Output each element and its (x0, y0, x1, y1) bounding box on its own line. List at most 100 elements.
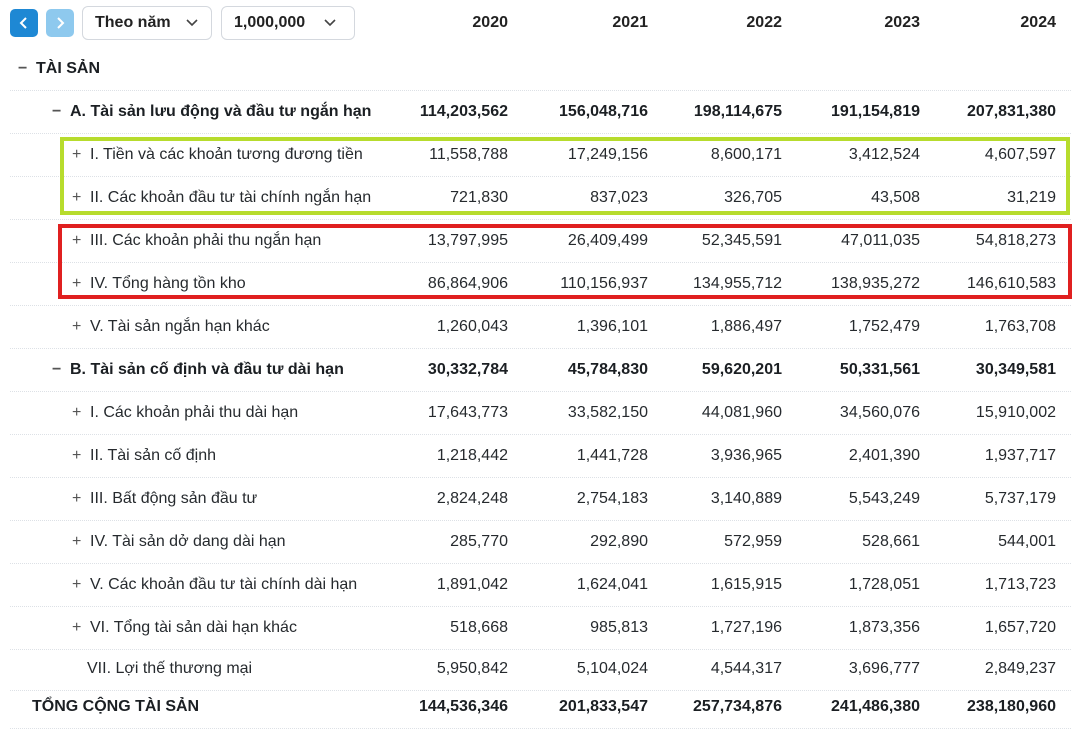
table-row[interactable]: + IV. Tổng hàng tồn kho 86,864,906 110,156,… (0, 263, 1083, 306)
total-value: 257,734,876 (693, 698, 782, 715)
row-value: 1,657,720 (984, 619, 1056, 636)
row-value: 59,620,201 (701, 361, 782, 378)
row-value: 34,560,076 (839, 404, 920, 421)
expand-icon[interactable]: + (72, 275, 82, 292)
row-value: 191,154,819 (831, 103, 920, 120)
table-row[interactable]: + IV. Tài sản dở dang dài hạn 285,770 292,8… (0, 521, 1083, 564)
table-row[interactable]: VII. Lợi thế thương mại 5,950,842 5,104,02… (0, 648, 1083, 691)
table-row[interactable]: + V. Tài sản ngắn hạn khác 1,260,043 1,396,… (0, 306, 1083, 349)
row-divider (10, 176, 1071, 177)
row-value: 5,737,179 (984, 490, 1056, 507)
year-header: 2021 (612, 14, 648, 31)
total-value: 144,536,346 (419, 698, 508, 715)
row-divider (10, 348, 1071, 349)
row-value: 518,668 (450, 619, 508, 636)
row-divider (10, 305, 1071, 306)
period-select[interactable]: Theo năm (82, 6, 212, 40)
row-value: 86,864,906 (427, 275, 508, 292)
row-value: 30,332,784 (427, 361, 508, 378)
row-divider (10, 563, 1071, 564)
expand-icon[interactable]: + (72, 146, 82, 163)
row-label: VII. Lợi thế thương mại (69, 660, 252, 678)
expand-icon[interactable]: + (72, 533, 82, 550)
row-value: 45,784,830 (567, 361, 648, 378)
row-value: 1,624,041 (576, 576, 648, 593)
row-value: 134,955,712 (693, 275, 782, 292)
table-row[interactable]: + I. Các khoản phải thu dài hạn 17,643,773… (0, 392, 1083, 435)
row-value: 3,936,965 (710, 447, 782, 464)
section-header-row[interactable]: − TÀI SẢN (0, 48, 1083, 91)
row-value: 1,396,101 (576, 318, 648, 335)
row-value: 2,401,390 (848, 447, 920, 464)
expand-icon[interactable]: + (72, 232, 82, 249)
total-row: TỔNG CỘNG TÀI SẢN 144,536,346 201,833,54… (0, 686, 1083, 729)
row-value: 31,219 (1007, 189, 1056, 206)
row-label-text: A. Tài sản lưu động và đầu tư ngắn hạn (70, 103, 372, 120)
table-row[interactable]: + I. Tiền và các khoản tương đương tiền 11… (0, 134, 1083, 177)
row-label: + I. Các khoản phải thu dài hạn (72, 404, 298, 422)
red-highlight-box (58, 224, 1072, 299)
table-row[interactable]: − A. Tài sản lưu động và đầu tư ngắn hạn 1… (0, 91, 1083, 134)
expand-icon[interactable]: + (72, 490, 82, 507)
expand-icon[interactable]: + (72, 447, 82, 464)
total-value: 201,833,547 (559, 698, 648, 715)
row-value: 1,873,356 (848, 619, 920, 636)
row-value: 837,023 (590, 189, 648, 206)
row-value: 52,345,591 (701, 232, 782, 249)
row-label-text: V. Tài sản ngắn hạn khác (90, 318, 270, 335)
row-value: 292,890 (590, 533, 648, 550)
chevron-right-icon[interactable] (46, 9, 74, 37)
row-value: 17,643,773 (427, 404, 508, 421)
collapse-icon[interactable]: − (52, 361, 62, 378)
row-value: 30,349,581 (975, 361, 1056, 378)
row-label: + II. Các khoản đầu tư tài chính ngắn hạn (72, 189, 371, 207)
unit-select[interactable]: 1,000,000 (221, 6, 355, 40)
table-row[interactable]: + V. Các khoản đầu tư tài chính dài hạn 1,… (0, 564, 1083, 607)
expand-icon[interactable]: + (72, 576, 82, 593)
row-label-text: V. Các khoản đầu tư tài chính dài hạn (90, 576, 358, 593)
row-divider (10, 728, 1071, 729)
table-row[interactable]: + III. Các khoản phải thu ngắn hạn 13,797,… (0, 220, 1083, 263)
row-divider (10, 520, 1071, 521)
row-value: 110,156,937 (560, 275, 648, 292)
row-value: 11,558,788 (429, 146, 508, 163)
table-row[interactable]: + III. Bất động sản đầu tư 2,824,248 2,754,… (0, 478, 1083, 521)
row-divider (10, 391, 1071, 392)
row-value: 54,818,273 (975, 232, 1056, 249)
row-label-text: IV. Tổng hàng tồn kho (90, 275, 246, 292)
row-label: + V. Tài sản ngắn hạn khác (72, 318, 270, 336)
table-row[interactable]: − B. Tài sản cố định và đầu tư dài hạn 30,… (0, 349, 1083, 392)
chevron-left-icon[interactable] (10, 9, 38, 37)
collapse-icon[interactable]: − (52, 103, 62, 120)
table-row[interactable]: + VI. Tổng tài sản dài hạn khác 518,668 985… (0, 607, 1083, 650)
year-header: 2023 (884, 14, 920, 31)
table-row[interactable]: + II. Các khoản đầu tư tài chính ngắn hạn… (0, 177, 1083, 220)
row-label: + VI. Tổng tài sản dài hạn khác (72, 619, 297, 637)
collapse-icon[interactable]: − (18, 60, 28, 77)
row-value: 3,412,524 (848, 146, 920, 163)
row-label-text: III. Bất động sản đầu tư (90, 490, 258, 507)
row-label: − B. Tài sản cố định và đầu tư dài hạn (52, 361, 344, 379)
expand-icon[interactable]: + (72, 318, 82, 335)
row-label-text: III. Các khoản phải thu ngắn hạn (90, 232, 322, 249)
unit-select-value: 1,000,000 (234, 14, 306, 31)
row-value: 146,610,583 (967, 275, 1056, 292)
row-value: 47,011,035 (841, 232, 920, 249)
row-divider (10, 434, 1071, 435)
table-row[interactable]: + II. Tài sản cố định 1,218,442 1,441,728 3,… (0, 435, 1083, 478)
row-label: + IV. Tài sản dở dang dài hạn (72, 533, 286, 551)
expand-icon[interactable]: + (72, 619, 82, 636)
row-value: 50,331,561 (839, 361, 920, 378)
row-label-text: VI. Tổng tài sản dài hạn khác (90, 619, 297, 636)
row-value: 326,705 (724, 189, 782, 206)
row-divider (10, 690, 1071, 691)
row-value: 43,508 (871, 189, 920, 206)
expand-icon[interactable]: + (72, 404, 82, 421)
row-value: 8,600,171 (710, 146, 782, 163)
expand-icon[interactable]: + (72, 189, 82, 206)
row-value: 1,886,497 (710, 318, 782, 335)
row-value: 1,891,042 (436, 576, 508, 593)
row-value: 3,140,889 (710, 490, 782, 507)
row-divider (10, 262, 1071, 263)
row-divider (10, 90, 1071, 91)
